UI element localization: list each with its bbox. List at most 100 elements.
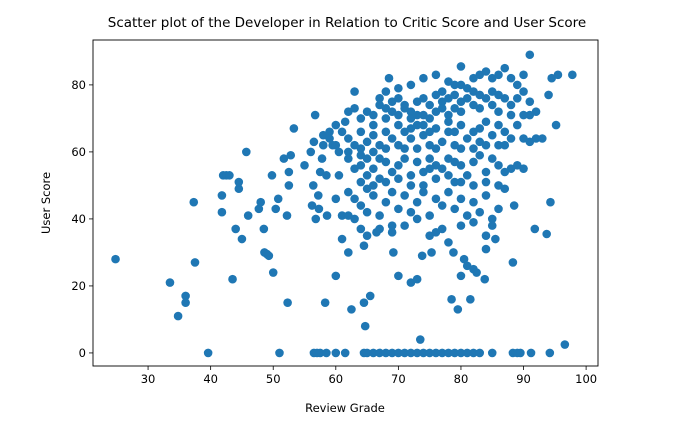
data-point [481,231,491,240]
data-point [242,147,251,157]
data-point [217,191,227,200]
y-tick-label: 60 [71,145,86,159]
data-point [506,100,516,110]
data-point [447,295,456,304]
data-point [362,137,372,147]
data-point [389,248,398,257]
data-point [456,62,466,71]
data-point [306,147,316,157]
data-point [500,127,510,137]
x-axis: 30 40 50 60 70 80 90 100 [141,366,597,386]
data-point [340,117,350,127]
data-point [284,181,294,190]
data-point [419,73,428,83]
data-point [282,211,292,220]
data-point [481,244,491,254]
x-axis-label: Review Grade [305,401,385,415]
data-point [525,50,535,60]
points-layer [111,50,577,358]
data-point [512,120,522,130]
data-point [519,110,528,120]
data-point [469,181,478,190]
data-point [462,348,472,358]
data-point [273,194,283,204]
data-point [356,201,366,210]
data-point [337,234,347,244]
data-point [387,228,397,237]
data-point [412,348,422,358]
data-point [437,348,447,358]
data-point [356,177,366,187]
data-point [356,161,366,170]
data-point [462,211,472,220]
data-point [362,231,372,240]
data-point [419,187,428,197]
data-point [362,154,372,163]
x-tick-label: 40 [203,372,218,386]
data-point [531,134,541,143]
y-tick-label: 0 [79,346,86,360]
data-point [400,348,409,358]
data-point [494,204,503,214]
data-point [516,348,525,358]
data-point [165,278,175,287]
data-point [444,348,453,358]
data-point [412,120,422,130]
data-point [412,214,422,224]
data-point [412,157,422,167]
x-tick-label: 90 [516,372,531,386]
data-point [450,204,459,214]
data-point [487,221,497,230]
data-point [313,191,323,200]
data-point [264,251,274,261]
data-point [444,110,453,120]
data-point [340,348,350,358]
data-point [530,224,540,234]
data-point [480,274,490,284]
data-point [387,134,397,143]
data-point [469,197,478,207]
data-point [425,154,434,163]
data-point [369,164,378,173]
data-point [444,127,453,137]
data-point [456,271,466,281]
data-point [375,154,384,163]
data-point [425,127,434,137]
data-point [375,224,384,234]
data-point [362,184,372,194]
data-point [347,305,356,314]
data-point [369,110,378,120]
data-point [217,207,227,217]
data-point [481,67,491,76]
data-point [400,144,409,153]
data-point [431,70,441,80]
data-point [394,83,403,93]
data-point [310,110,320,120]
data-point [487,348,497,358]
data-point [526,348,536,358]
data-point [475,150,485,160]
data-point [425,211,434,220]
data-point [412,110,422,120]
data-point [243,211,253,220]
data-point [315,348,325,358]
data-point [362,348,372,358]
data-point [500,184,510,194]
x-tick-label: 50 [266,372,281,386]
data-point [412,197,422,207]
data-point [387,221,397,230]
data-point [450,157,459,167]
data-point [506,134,516,143]
data-point [491,234,500,244]
data-point [560,340,570,349]
x-tick-label: 80 [454,372,469,386]
data-point [431,90,441,100]
data-point [375,93,384,103]
data-point [331,140,341,150]
data-point [419,120,428,130]
data-point [111,254,120,264]
plot-frame [92,39,599,367]
data-point [450,348,459,358]
data-point [481,191,491,200]
data-point [469,100,478,110]
